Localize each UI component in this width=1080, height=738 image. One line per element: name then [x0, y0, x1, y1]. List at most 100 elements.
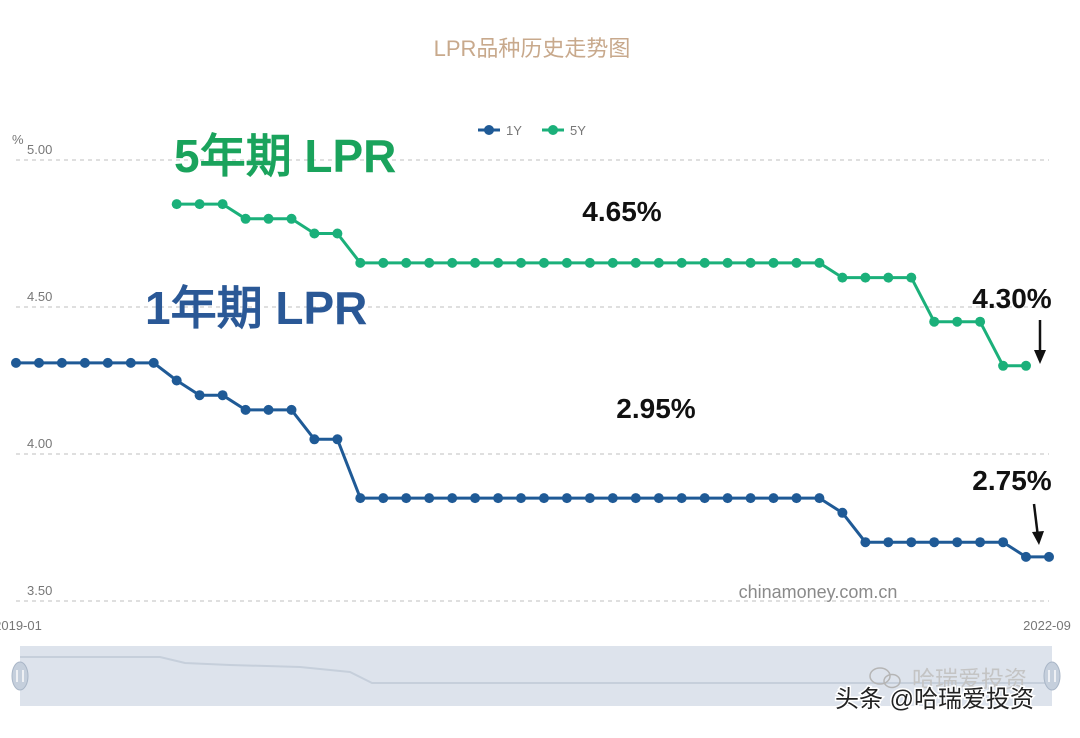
y-tick-label: 4.50 [27, 289, 52, 304]
data-point-1Y[interactable] [378, 493, 389, 504]
y-tick-label: 5.00 [27, 142, 52, 157]
data-point-5Y[interactable] [676, 257, 687, 268]
navigator-track[interactable] [20, 646, 1052, 706]
data-point-5Y[interactable] [355, 257, 366, 268]
data-point-1Y[interactable] [217, 390, 228, 401]
data-point-1Y[interactable] [263, 404, 274, 415]
data-point-5Y[interactable] [263, 213, 274, 224]
data-point-1Y[interactable] [56, 357, 67, 368]
data-point-1Y[interactable] [745, 493, 756, 504]
data-point-1Y[interactable] [722, 493, 733, 504]
data-point-1Y[interactable] [952, 537, 963, 548]
data-point-5Y[interactable] [929, 316, 940, 327]
one-year-end-arrow [1032, 503, 1044, 545]
data-point-5Y[interactable] [768, 257, 779, 268]
data-point-5Y[interactable] [424, 257, 435, 268]
data-point-1Y[interactable] [240, 404, 251, 415]
data-point-5Y[interactable] [998, 360, 1009, 371]
data-point-1Y[interactable] [860, 537, 871, 548]
data-point-1Y[interactable] [837, 507, 848, 518]
data-point-1Y[interactable] [332, 434, 343, 445]
data-point-1Y[interactable] [539, 493, 549, 504]
data-point-1Y[interactable] [584, 493, 595, 504]
wechat-icon [869, 667, 901, 689]
data-point-1Y[interactable] [929, 537, 940, 548]
data-point-5Y[interactable] [584, 257, 595, 268]
data-point-1Y[interactable] [34, 357, 44, 368]
data-point-1Y[interactable] [630, 493, 641, 504]
data-point-1Y[interactable] [171, 375, 182, 386]
data-point-5Y[interactable] [722, 257, 733, 268]
data-point-1Y[interactable] [791, 493, 802, 504]
data-point-1Y[interactable] [1021, 551, 1031, 562]
data-point-5Y[interactable] [470, 257, 481, 268]
data-point-5Y[interactable] [171, 199, 182, 210]
data-point-1Y[interactable] [516, 493, 526, 504]
data-point-5Y[interactable] [699, 257, 710, 268]
data-point-5Y[interactable] [791, 257, 802, 268]
data-point-5Y[interactable] [975, 316, 986, 327]
navigator-right-handle[interactable] [1043, 661, 1061, 691]
data-point-5Y[interactable] [194, 199, 205, 210]
data-point-5Y[interactable] [240, 213, 251, 224]
data-point-1Y[interactable] [814, 493, 825, 504]
data-point-5Y[interactable] [378, 257, 389, 268]
data-point-1Y[interactable] [125, 357, 136, 368]
data-point-1Y[interactable] [102, 357, 113, 368]
data-point-1Y[interactable] [653, 493, 664, 504]
data-point-5Y[interactable] [607, 257, 618, 268]
data-point-5Y[interactable] [653, 257, 664, 268]
data-point-1Y[interactable] [79, 357, 90, 368]
data-point-5Y[interactable] [630, 257, 641, 268]
legend-item-1Y[interactable]: 1Y [478, 123, 522, 138]
data-point-1Y[interactable] [447, 493, 458, 504]
data-point-5Y[interactable] [539, 257, 549, 268]
watermark-overlay-text: 哈瑞爱投资 [912, 666, 1027, 692]
data-point-5Y[interactable] [860, 272, 871, 283]
legend-item-5Y[interactable]: 5Y [542, 123, 586, 138]
data-point-1Y[interactable] [975, 537, 986, 548]
data-point-1Y[interactable] [309, 434, 320, 445]
data-point-5Y[interactable] [561, 257, 572, 268]
data-point-1Y[interactable] [561, 493, 572, 504]
data-point-1Y[interactable] [493, 493, 504, 504]
data-point-1Y[interactable] [148, 357, 159, 368]
data-point-1Y[interactable] [607, 493, 618, 504]
data-point-5Y[interactable] [286, 213, 297, 224]
data-point-5Y[interactable] [493, 257, 504, 268]
data-point-5Y[interactable] [906, 272, 917, 283]
data-point-1Y[interactable] [470, 493, 481, 504]
data-point-5Y[interactable] [217, 199, 228, 210]
data-point-1Y[interactable] [1044, 551, 1054, 562]
navigator[interactable] [11, 646, 1061, 706]
data-point-1Y[interactable] [883, 537, 894, 548]
data-point-1Y[interactable] [424, 493, 435, 504]
data-point-1Y[interactable] [998, 537, 1009, 548]
data-point-5Y[interactable] [1021, 360, 1031, 371]
data-point-5Y[interactable] [332, 228, 343, 239]
data-point-5Y[interactable] [401, 257, 412, 268]
chart-title: LPR品种历史走势图 [434, 36, 631, 61]
data-point-1Y[interactable] [11, 357, 21, 368]
data-point-5Y[interactable] [516, 257, 526, 268]
data-point-5Y[interactable] [883, 272, 894, 283]
data-point-1Y[interactable] [355, 493, 366, 504]
data-point-1Y[interactable] [676, 493, 687, 504]
navigator-line [20, 656, 1052, 684]
data-point-5Y[interactable] [837, 272, 848, 283]
navigator-left-handle[interactable] [11, 661, 29, 691]
data-point-1Y[interactable] [699, 493, 710, 504]
data-point-5Y[interactable] [814, 257, 825, 268]
data-point-5Y[interactable] [952, 316, 963, 327]
data-point-1Y[interactable] [906, 537, 917, 548]
one-year-title: 1年期 LPR [145, 282, 367, 334]
data-point-1Y[interactable] [194, 390, 205, 401]
data-point-5Y[interactable] [447, 257, 458, 268]
legend[interactable]: 1Y 5Y [478, 123, 586, 138]
data-point-5Y[interactable] [745, 257, 756, 268]
data-point-1Y[interactable] [401, 493, 412, 504]
source-label: chinamoney.com.cn [739, 582, 898, 602]
data-point-1Y[interactable] [768, 493, 779, 504]
data-point-5Y[interactable] [309, 228, 320, 239]
data-point-1Y[interactable] [286, 404, 297, 415]
